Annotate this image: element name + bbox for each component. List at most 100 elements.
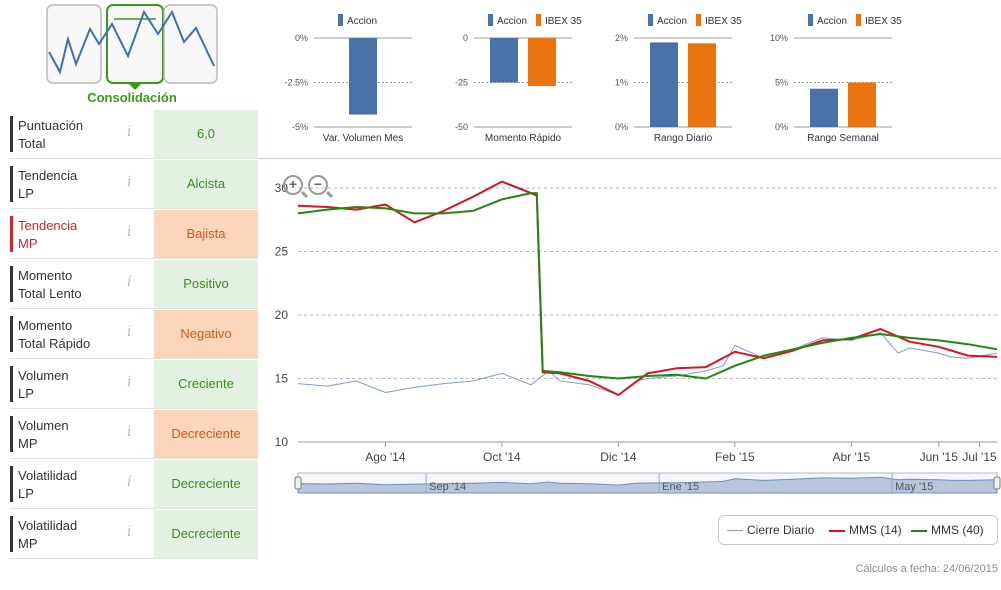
- legend-label: Accion: [657, 16, 687, 27]
- legend-label: Accion: [817, 16, 847, 27]
- info-icon[interactable]: i: [127, 174, 132, 190]
- legend-label: IBEX 35: [705, 16, 742, 27]
- chart-title: Rango Diario: [654, 133, 713, 144]
- indicator-value: Decreciente: [154, 410, 258, 458]
- x-tick-label: Abr '15: [833, 450, 871, 464]
- indicator-value: Alcista: [154, 160, 258, 208]
- navigator-label: Sep '14: [429, 481, 466, 493]
- zoom-out-icon[interactable]: −: [308, 175, 328, 195]
- row-marker: [10, 116, 13, 152]
- y-tick-label: 20: [275, 308, 289, 322]
- pattern-thumbnail-icon[interactable]: [46, 4, 218, 106]
- info-icon[interactable]: i: [127, 124, 132, 140]
- indicator-value: Decreciente: [154, 460, 258, 508]
- series-mms14: [297, 180, 998, 396]
- series-cierre-diario: [297, 332, 998, 396]
- row-marker: [10, 366, 13, 402]
- row-marker: [10, 516, 13, 552]
- indicator-row: Volatilidad LP i Decreciente: [10, 460, 258, 509]
- legend-item-cierre[interactable]: Cierre Diario: [727, 523, 814, 537]
- legend-label: IBEX 35: [865, 16, 902, 27]
- series-mms40: [297, 192, 998, 380]
- info-icon[interactable]: i: [127, 424, 132, 440]
- bar-accion: [650, 42, 678, 128]
- indicator-row: Volumen MP i Decreciente: [10, 410, 258, 459]
- pattern-label: Consolidación: [87, 90, 177, 105]
- legend-swatch: [338, 14, 343, 26]
- indicator-row: Tendencia LP i Alcista: [10, 160, 258, 209]
- indicator-value: Negativo: [154, 310, 258, 358]
- y-tick-label: 0%: [615, 122, 628, 132]
- bar-accion: [810, 88, 838, 127]
- legend-label: Accion: [347, 16, 377, 27]
- indicator-label: Puntuación Total: [18, 118, 84, 151]
- mini-chart-rango-semanal: Accion IBEX 35 10% 5% 0% Rango Semanal: [770, 14, 902, 144]
- legend-label: IBEX 35: [545, 16, 582, 27]
- y-tick-label: 0%: [295, 33, 308, 43]
- legend-swatch: [648, 14, 653, 26]
- row-marker: [10, 266, 13, 302]
- bar-ibex: [848, 82, 876, 127]
- legend-swatch: [808, 14, 813, 26]
- navigator-handle[interactable]: [294, 476, 302, 490]
- indicator-row: Volumen LP i Creciente: [10, 360, 258, 409]
- zoom-in-icon[interactable]: +: [283, 175, 303, 195]
- navigator-label: May '15: [895, 481, 933, 493]
- indicator-label: Tendencia MP: [18, 218, 78, 251]
- legend-item-mms14[interactable]: MMS (14): [829, 523, 902, 537]
- y-tick-label: 0%: [775, 122, 788, 132]
- navigator-label: Ene '15: [662, 481, 699, 493]
- legend-swatch: [696, 14, 701, 26]
- indicator-label: Momento Total Rápido: [18, 318, 91, 351]
- indicator-value: Positivo: [154, 260, 258, 308]
- indicator-label: Volumen LP: [18, 368, 69, 401]
- legend-line-icon: [727, 530, 743, 532]
- bar-ibex: [688, 43, 716, 128]
- info-icon[interactable]: i: [127, 474, 132, 490]
- x-tick-label: Jun '15: [920, 450, 959, 464]
- indicator-label: Volatilidad MP: [18, 518, 78, 551]
- x-tick-label: Oct '14: [483, 450, 521, 464]
- legend-swatch: [488, 14, 493, 26]
- x-tick-label: Feb '15: [715, 450, 755, 464]
- row-marker: [10, 216, 13, 252]
- chart-legend: Cierre Diario MMS (14) MMS (40): [718, 515, 998, 545]
- row-marker: [10, 166, 13, 202]
- info-icon[interactable]: i: [127, 324, 132, 340]
- info-icon[interactable]: i: [127, 374, 132, 390]
- y-tick-label: -5%: [292, 122, 308, 132]
- y-tick-label: 2%: [615, 33, 628, 43]
- y-tick-label: 25: [275, 245, 289, 259]
- chart-title: Var. Volumen Mes: [323, 133, 403, 144]
- y-tick-label: 15: [275, 372, 289, 386]
- legend-line-icon: [911, 529, 927, 532]
- mini-chart-rango-diario: Accion IBEX 35 2% 1% 0% Rango Diario: [615, 14, 742, 144]
- x-tick-label: Jul '15: [962, 450, 997, 464]
- chart-title: Rango Semanal: [807, 133, 879, 144]
- x-tick-label: Dic '14: [600, 450, 637, 464]
- legend-swatch: [536, 14, 541, 26]
- info-icon[interactable]: i: [127, 274, 132, 290]
- indicator-label: Momento Total Lento: [18, 268, 82, 301]
- y-tick-label: 5%: [775, 78, 788, 88]
- indicator-label: Tendencia LP: [18, 168, 78, 201]
- mini-chart-var-volumen: Accion 0% -2.5% -5% Var. Volumen Mes: [284, 14, 412, 144]
- info-icon[interactable]: i: [127, 224, 132, 240]
- indicator-row: Momento Total Lento i Positivo: [10, 260, 258, 309]
- indicator-value: Bajista: [154, 210, 258, 258]
- mini-chart-momento-rapido: Accion IBEX 35 0 -25 -50 Momento Rápido: [455, 14, 582, 144]
- calculation-date: Cálculos a fecha: 24/06/2015: [855, 563, 999, 575]
- navigator-handle[interactable]: [993, 476, 1001, 490]
- row-marker: [10, 416, 13, 452]
- indicator-value: Decreciente: [154, 510, 258, 558]
- indicator-row: Tendencia MP i Bajista: [10, 210, 258, 259]
- x-tick-label: Ago '14: [365, 450, 406, 464]
- legend-swatch: [856, 14, 861, 26]
- info-icon[interactable]: i: [127, 524, 132, 540]
- legend-line-icon: [829, 529, 845, 532]
- indicator-row: Volatilidad MP i Decreciente: [10, 510, 258, 559]
- legend-item-mms40[interactable]: MMS (40): [911, 523, 984, 537]
- chart-title: Momento Rápido: [485, 133, 562, 144]
- y-tick-label: 10%: [770, 33, 788, 43]
